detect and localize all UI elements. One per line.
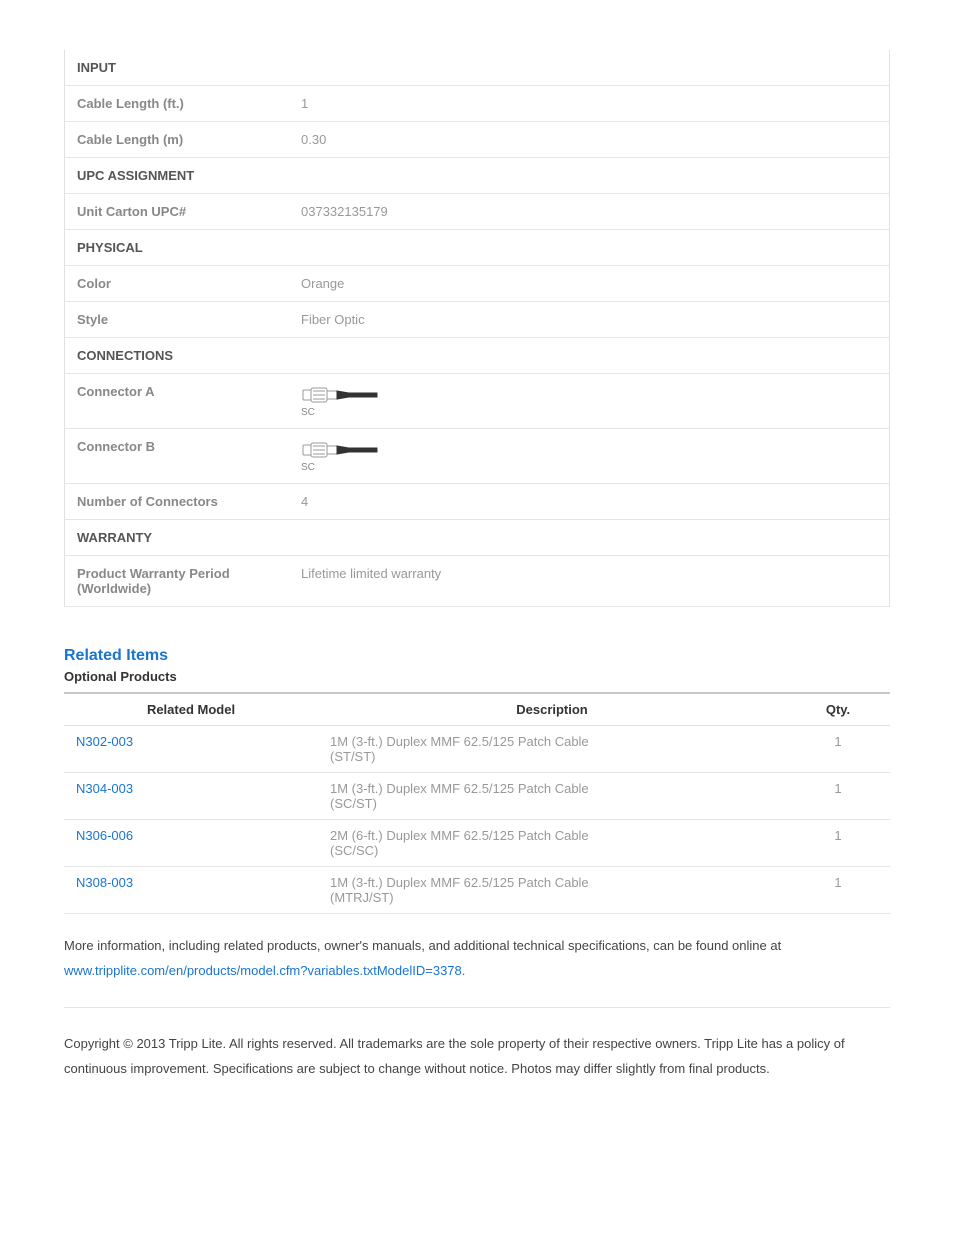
- spec-value: 037332135179: [289, 194, 890, 230]
- spec-value: 4: [289, 484, 890, 520]
- related-desc-cell: 1M (3-ft.) Duplex MMF 62.5/125 Patch Cab…: [318, 867, 786, 914]
- table-row: N306-006 2M (6-ft.) Duplex MMF 62.5/125 P…: [64, 820, 890, 867]
- spec-section-title: PHYSICAL: [65, 230, 890, 266]
- spec-label: Product Warranty Period (Worldwide): [65, 556, 290, 607]
- spec-row: Cable Length (ft.)1: [65, 86, 890, 122]
- table-row: N308-003 1M (3-ft.) Duplex MMF 62.5/125 P…: [64, 867, 890, 914]
- related-model-link[interactable]: N304-003: [76, 781, 133, 796]
- spec-label: Connector B: [65, 429, 290, 484]
- footnote: More information, including related prod…: [64, 934, 890, 983]
- spec-section-header: INPUT: [65, 50, 890, 86]
- spec-label: Style: [65, 302, 290, 338]
- connector-label: SC: [301, 462, 381, 473]
- spec-label: Unit Carton UPC#: [65, 194, 290, 230]
- related-desc-cell: 1M (3-ft.) Duplex MMF 62.5/125 Patch Cab…: [318, 726, 786, 773]
- spec-section-title: UPC ASSIGNMENT: [65, 158, 890, 194]
- spec-section-title: WARRANTY: [65, 520, 890, 556]
- related-model-link[interactable]: N308-003: [76, 875, 133, 890]
- spec-label: Cable Length (ft.): [65, 86, 290, 122]
- connector-icon: SC: [301, 384, 381, 418]
- spec-row: Cable Length (m)0.30: [65, 122, 890, 158]
- spec-row: Connector A SC: [65, 374, 890, 429]
- spec-section-title: CONNECTIONS: [65, 338, 890, 374]
- spec-value: SC: [289, 429, 890, 484]
- footnote-text: More information, including related prod…: [64, 938, 781, 953]
- spec-row: StyleFiber Optic: [65, 302, 890, 338]
- related-desc-cell: 2M (6-ft.) Duplex MMF 62.5/125 Patch Cab…: [318, 820, 786, 867]
- table-row: N302-003 1M (3-ft.) Duplex MMF 62.5/125 P…: [64, 726, 890, 773]
- related-heading: Related Items: [64, 647, 890, 665]
- spec-section-header: WARRANTY: [65, 520, 890, 556]
- spec-section-header: CONNECTIONS: [65, 338, 890, 374]
- related-table: Related Model Description Qty. N302-003 1…: [64, 692, 890, 914]
- spec-label: Connector A: [65, 374, 290, 429]
- spec-label: Number of Connectors: [65, 484, 290, 520]
- copyright: Copyright © 2013 Tripp Lite. All rights …: [64, 1032, 890, 1081]
- related-qty-cell: 1: [786, 726, 890, 773]
- related-desc-cell: 1M (3-ft.) Duplex MMF 62.5/125 Patch Cab…: [318, 773, 786, 820]
- spec-section-title: INPUT: [65, 50, 890, 86]
- spec-section-header: UPC ASSIGNMENT: [65, 158, 890, 194]
- connector-label: SC: [301, 407, 381, 418]
- spec-table-body: INPUTCable Length (ft.)1Cable Length (m)…: [65, 50, 890, 607]
- spec-value: Fiber Optic: [289, 302, 890, 338]
- spec-label: Cable Length (m): [65, 122, 290, 158]
- spec-value: 0.30: [289, 122, 890, 158]
- spec-value: 1: [289, 86, 890, 122]
- spec-label: Color: [65, 266, 290, 302]
- related-subheading: Optional Products: [64, 669, 890, 684]
- spec-row: ColorOrange: [65, 266, 890, 302]
- spec-section-header: PHYSICAL: [65, 230, 890, 266]
- spec-row: Number of Connectors4: [65, 484, 890, 520]
- footnote-link[interactable]: www.tripplite.com/en/products/model.cfm?…: [64, 963, 465, 978]
- related-table-body: N302-003 1M (3-ft.) Duplex MMF 62.5/125 P…: [64, 726, 890, 914]
- related-model-cell: N308-003: [64, 867, 318, 914]
- related-model-link[interactable]: N306-006: [76, 828, 133, 843]
- spec-table: INPUTCable Length (ft.)1Cable Length (m)…: [64, 50, 890, 607]
- related-qty-cell: 1: [786, 867, 890, 914]
- related-model-cell: N306-006: [64, 820, 318, 867]
- col-qty: Qty.: [786, 693, 890, 726]
- separator: [64, 1007, 890, 1008]
- spec-value: SC: [289, 374, 890, 429]
- table-row: N304-003 1M (3-ft.) Duplex MMF 62.5/125 P…: [64, 773, 890, 820]
- col-model: Related Model: [64, 693, 318, 726]
- spec-row: Connector B SC: [65, 429, 890, 484]
- related-qty-cell: 1: [786, 773, 890, 820]
- col-description: Description: [318, 693, 786, 726]
- related-model-link[interactable]: N302-003: [76, 734, 133, 749]
- spec-row: Product Warranty Period (Worldwide)Lifet…: [65, 556, 890, 607]
- connector-icon: SC: [301, 439, 381, 473]
- spec-value: Lifetime limited warranty: [289, 556, 890, 607]
- related-model-cell: N304-003: [64, 773, 318, 820]
- spec-value: Orange: [289, 266, 890, 302]
- spec-row: Unit Carton UPC#037332135179: [65, 194, 890, 230]
- related-qty-cell: 1: [786, 820, 890, 867]
- related-model-cell: N302-003: [64, 726, 318, 773]
